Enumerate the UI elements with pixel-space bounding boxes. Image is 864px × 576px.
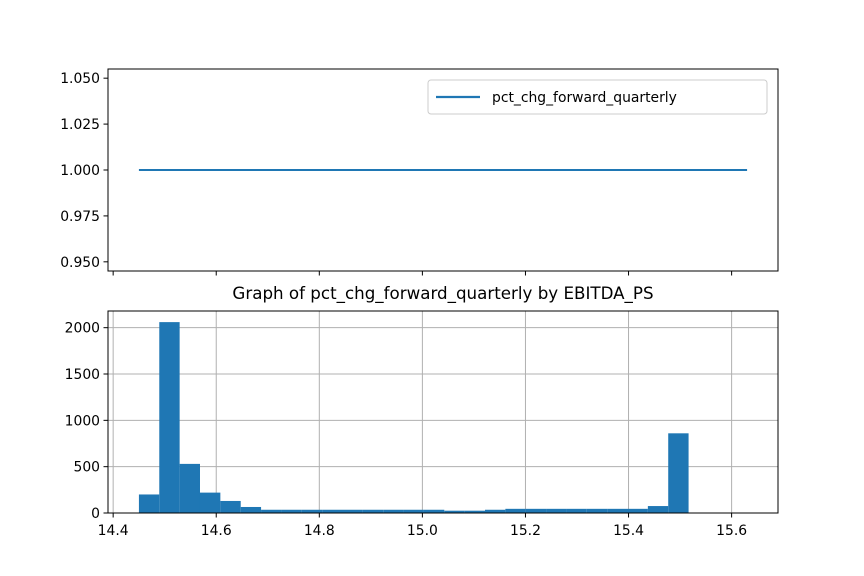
histogram-title: Graph of pct_chg_forward_quarterly by EB… [232,283,653,304]
histogram-bar [199,492,221,513]
y-tick-label: 0.975 [60,209,100,225]
x-tick-label: 14.4 [98,523,129,539]
line-plot-frame [107,68,779,272]
histogram-y-ticks: 0 500 1000 1500 2000 [65,321,108,522]
histogram-bar [281,509,302,513]
line-plot-x-ticks [112,271,733,276]
legend-box [427,79,768,115]
x-tick-label: 15.6 [716,523,747,539]
histogram-bar [586,508,608,513]
histogram-bar [362,509,384,513]
line-plot-y-ticks: 0.950 0.975 1.000 1.025 1.050 [60,71,108,271]
x-tick-label: 15.0 [407,523,438,539]
histogram-bar [444,510,465,513]
histogram-bar [240,506,262,513]
histogram-bar [525,508,547,513]
histogram-bar [647,506,669,513]
histogram-bar [403,509,424,513]
y-tick-label: 2000 [65,321,100,337]
histogram-bar [220,500,241,513]
legend-label: pct_chg_forward_quarterly [492,90,677,106]
histogram-bars [138,322,689,513]
x-tick-label: 15.4 [613,523,644,539]
histogram-bar [464,510,486,513]
y-tick-label: 1500 [65,367,100,383]
histogram-bar [423,509,445,513]
x-tick-label: 14.6 [201,523,232,539]
line-plot-panel: 0.950 0.975 1.000 1.025 1.050 pct_chg_forwar… [60,68,779,276]
x-tick-label: 15.2 [510,523,541,539]
y-tick-label: 500 [73,460,100,476]
histogram-bar [159,322,180,513]
histogram-bar [322,509,343,513]
histogram-panel: Graph of pct_chg_forward_quarterly by EB… [65,283,779,539]
x-tick-label: 14.8 [304,523,335,539]
histogram-bar [546,508,567,513]
histogram-bar [485,509,506,513]
y-tick-label: 1.025 [60,117,100,133]
y-tick-label: 1.050 [60,71,100,87]
histogram-bar [383,509,404,513]
histogram-bar [627,508,648,513]
histogram-bar [668,433,689,513]
histogram-bar [138,494,160,513]
histogram-x-ticks: 14.4 14.6 14.8 15.0 15.2 15.4 15.6 [98,513,747,539]
histogram-grid [108,311,778,514]
histogram-bar [261,509,282,513]
legend: pct_chg_forward_quarterly [427,79,768,115]
y-tick-label: 0.950 [60,255,100,271]
histogram-bar [301,509,323,513]
histogram-bar [342,509,363,513]
y-tick-label: 1000 [65,413,100,429]
histogram-bar [505,508,526,513]
histogram-bar [607,508,628,513]
histogram-frame [107,310,779,514]
histogram-plot-area [108,311,778,513]
y-tick-label: 1.000 [60,163,100,179]
histogram-bar [566,508,587,513]
y-tick-label: 0 [91,506,100,522]
histogram-bar [179,463,200,513]
